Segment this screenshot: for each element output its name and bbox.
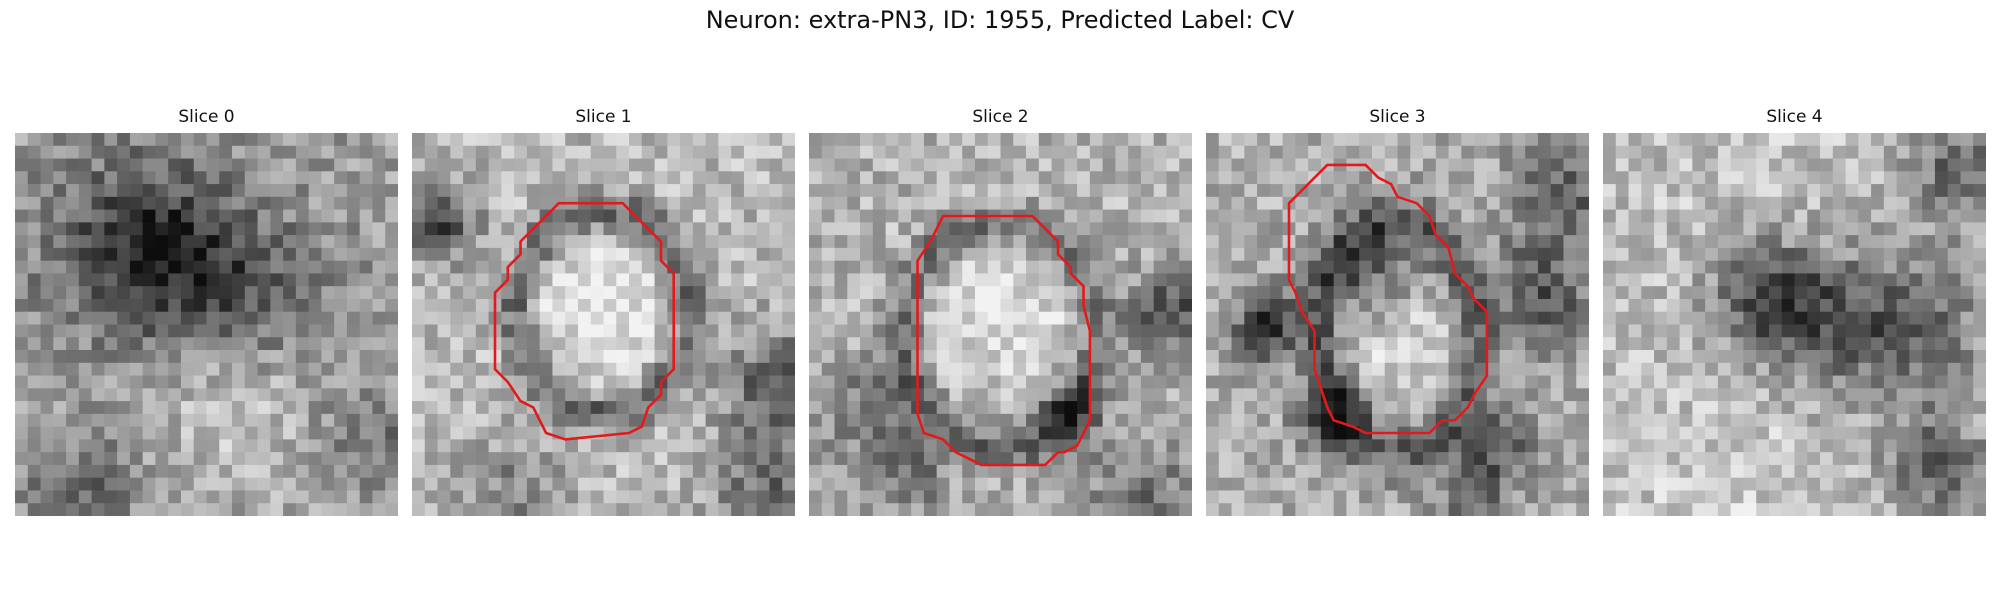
slice-title: Slice 3 (1369, 107, 1426, 127)
segmentation-contour (916, 214, 1092, 467)
figure-title: Neuron: extra-PN3, ID: 1955, Predicted L… (705, 6, 1295, 34)
slice-image (809, 133, 1192, 516)
slice-panel-0: Slice 0 (15, 107, 398, 516)
slice-panel-4: Slice 4 (1603, 107, 1986, 516)
slice-title: Slice 4 (1766, 107, 1823, 127)
slice-panel-3: Slice 3 (1206, 107, 1589, 516)
slice-panel-1: Slice 1 (412, 107, 795, 516)
slice-image (1206, 133, 1589, 516)
slice-title: Slice 1 (575, 107, 632, 127)
slice-image (1603, 133, 1986, 516)
slice-title: Slice 2 (972, 107, 1029, 127)
slice-title: Slice 0 (178, 107, 235, 127)
slice-image (412, 133, 795, 516)
slice-panel-2: Slice 2 (809, 107, 1192, 516)
segmentation-contour (1287, 163, 1489, 435)
slice-image (15, 133, 398, 516)
segmentation-contour (493, 201, 676, 441)
